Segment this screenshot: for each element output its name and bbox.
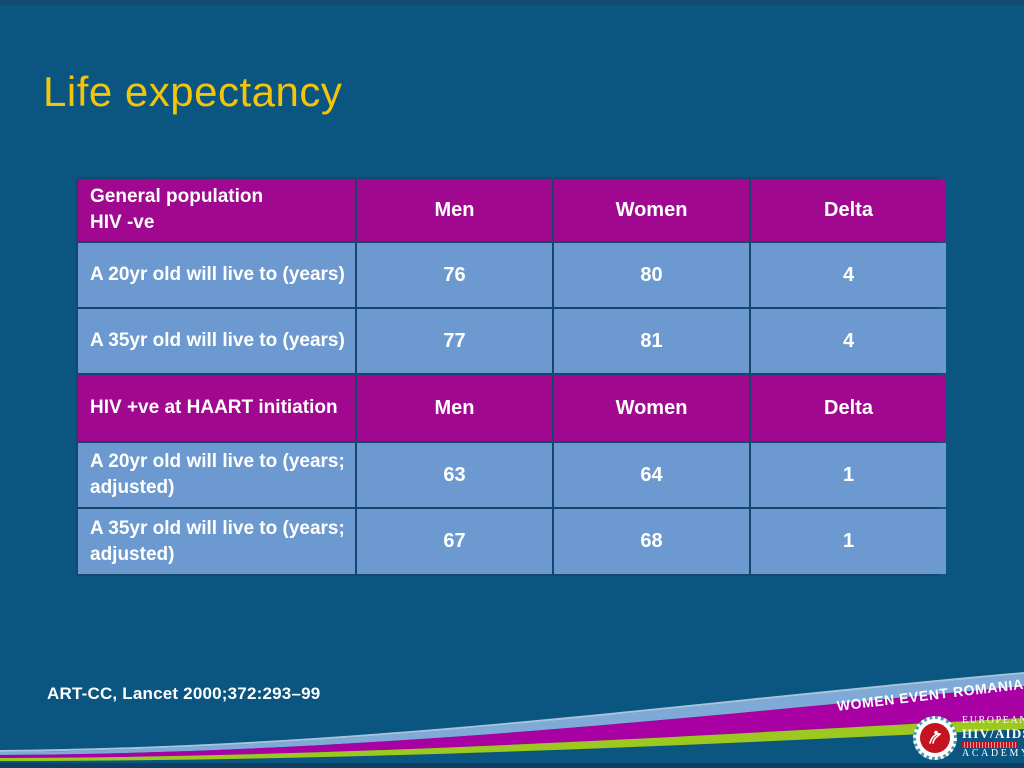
emblem-red-core — [920, 723, 950, 753]
value-35yr-adj-men: 67 — [357, 509, 552, 574]
academy-emblem-icon — [913, 716, 957, 760]
value-35yr-adj-women: 68 — [554, 509, 749, 574]
header-line-general-population: General population — [90, 186, 264, 208]
column-header-delta: Delta — [751, 179, 946, 241]
logo-text-hiv-aids: HIV/AIDS — [962, 725, 1024, 741]
academy-logo-text: EUROPEAN HIV/AIDS ACADEMY — [962, 716, 1024, 760]
row-label-20yr-adjusted: A 20yr old will live to (years; adjusted… — [78, 443, 355, 507]
column-header-men-2: Men — [357, 375, 552, 441]
column-header-delta-2: Delta — [751, 375, 946, 441]
table-header-general-population: General population HIV -ve — [78, 179, 355, 241]
row-label-20yr: A 20yr old will live to (years) — [78, 243, 355, 307]
event-banner-text: WOMEN EVENT ROMANIA — [836, 675, 1024, 714]
value-20yr-adj-delta: 1 — [751, 443, 946, 507]
european-hiv-aids-academy-logo: EUROPEAN HIV/AIDS ACADEMY — [913, 716, 1024, 760]
logo-text-academy: ACADEMY — [962, 748, 1024, 760]
table-header-hiv-positive-haart: HIV +ve at HAART initiation — [78, 375, 355, 441]
value-35yr-adj-delta: 1 — [751, 509, 946, 574]
column-header-women-2: Women — [554, 375, 749, 441]
slide-top-edge — [0, 0, 1024, 5]
header-line-hiv-negative: HIV -ve — [90, 212, 155, 233]
slide-bottom-edge — [0, 763, 1024, 768]
value-20yr-adj-women: 64 — [554, 443, 749, 507]
value-35yr-men: 77 — [357, 309, 552, 373]
row-label-35yr-adjusted: A 35yr old will live to (years; adjusted… — [78, 509, 355, 574]
value-35yr-women: 81 — [554, 309, 749, 373]
emblem-figure-icon — [929, 730, 942, 744]
value-35yr-delta: 4 — [751, 309, 946, 373]
column-header-women: Women — [554, 179, 749, 241]
column-header-men: Men — [357, 179, 552, 241]
value-20yr-women: 80 — [554, 243, 749, 307]
life-expectancy-table: General population HIV -ve Men Women Del… — [76, 177, 946, 576]
swoosh-green-stripe — [0, 718, 1024, 761]
logo-red-bar — [962, 741, 1018, 748]
page-title: Life expectancy — [43, 68, 343, 115]
value-20yr-men: 76 — [357, 243, 552, 307]
value-20yr-delta: 4 — [751, 243, 946, 307]
value-20yr-adj-men: 63 — [357, 443, 552, 507]
citation: ART-CC, Lancet 2000;372:293–99 — [47, 684, 321, 703]
row-label-35yr: A 35yr old will live to (years) — [78, 309, 355, 373]
